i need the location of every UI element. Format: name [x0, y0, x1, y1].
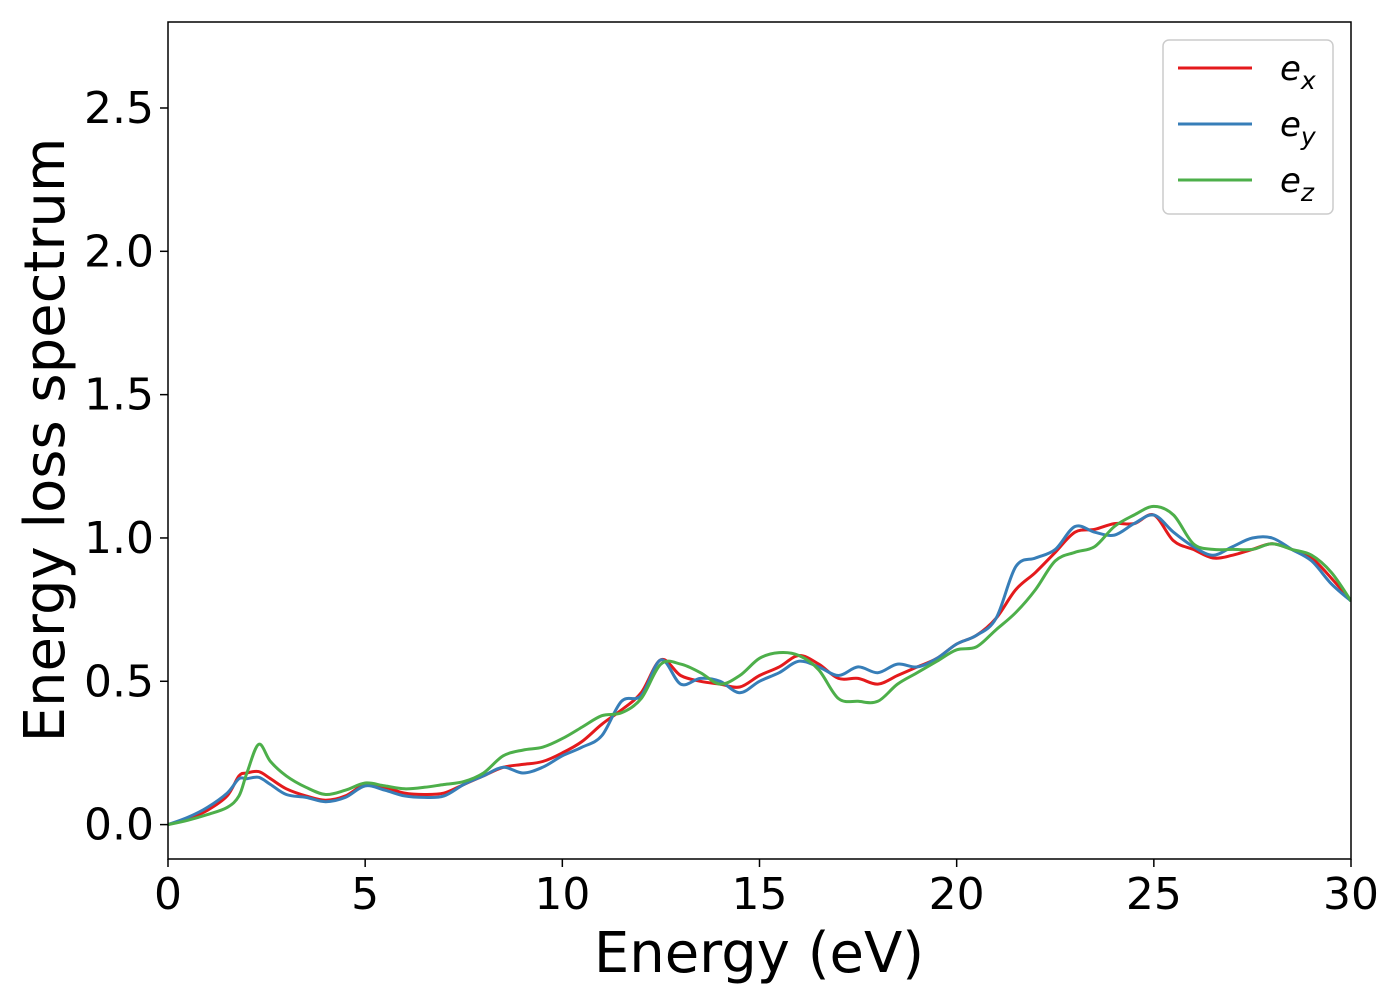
series-layer	[168, 504, 1351, 827]
x-tick-label: 15	[732, 869, 788, 920]
y-tick-label: 2.0	[84, 226, 154, 277]
y-axis-ticks: 0.0 0.5 1.0 1.5 2.0 2.5	[84, 83, 168, 851]
x-tick-label: 30	[1323, 869, 1379, 920]
x-tick-label: 0	[154, 869, 182, 920]
legend: ex ey ez	[1162, 39, 1334, 215]
series-line-ex	[168, 513, 1351, 827]
x-tick-label: 10	[534, 869, 590, 920]
series-line-ez	[168, 504, 1351, 827]
x-axis-ticks: 0 5 10 15 20 25 30	[154, 859, 1379, 920]
y-tick-label: 2.5	[84, 83, 154, 134]
legend-label-ez: ez	[1280, 161, 1315, 207]
legend-box	[1162, 39, 1334, 215]
y-tick-label: 0.0	[84, 800, 154, 851]
legend-label-ex: ex	[1280, 49, 1316, 95]
x-tick-label: 25	[1126, 869, 1182, 920]
y-tick-label: 1.0	[84, 513, 154, 564]
x-tick-label: 20	[929, 869, 985, 920]
x-axis-label: Energy (eV)	[594, 921, 924, 986]
y-tick-label: 0.5	[84, 656, 154, 707]
series-line-ey	[168, 513, 1351, 827]
y-tick-label: 1.5	[84, 370, 154, 421]
legend-label-ey: ey	[1280, 105, 1317, 151]
y-axis-label: Energy loss spectrum	[13, 138, 78, 743]
x-tick-label: 5	[351, 869, 379, 920]
